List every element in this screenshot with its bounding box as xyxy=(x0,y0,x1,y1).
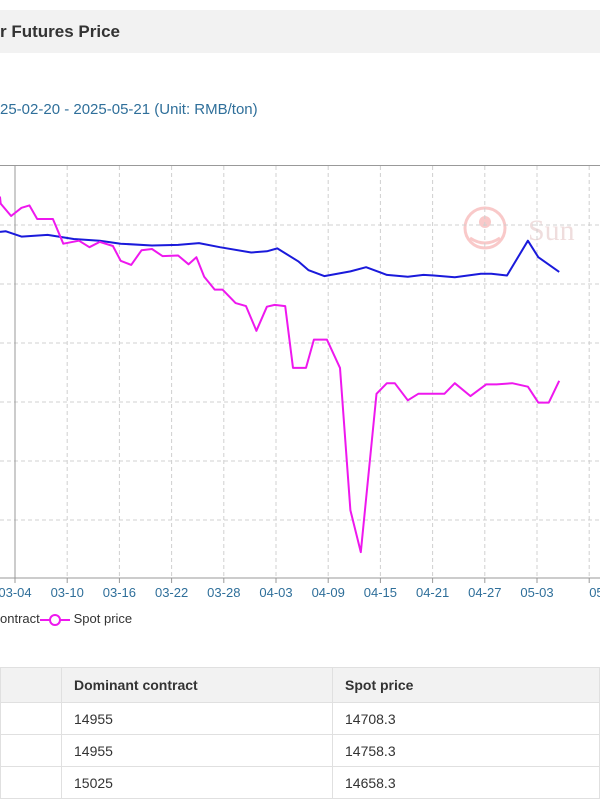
table-row: 14955 14758.3 xyxy=(0,734,600,767)
table-row: 15025 14658.3 xyxy=(0,766,600,799)
chart-subtitle: 25-02-20 - 2025-05-21 (Unit: RMB/ton) xyxy=(0,101,258,118)
table-cell-spot-value: 14658.3 xyxy=(345,774,396,791)
table-header-spot-label: Spot price xyxy=(345,677,414,693)
x-tick-label: 03-16 xyxy=(103,585,136,600)
legend-entry-dominant[interactable]: ontract xyxy=(0,611,40,626)
x-tick-label: 03-22 xyxy=(155,585,188,600)
table-cell-dominant-value: 15025 xyxy=(74,774,113,791)
grid xyxy=(0,166,600,579)
table-cell-spot-value: 14758.3 xyxy=(345,742,396,759)
table-header-spot: Spot price xyxy=(332,667,600,703)
table-cell-dominant-value: 14955 xyxy=(74,710,113,727)
x-tick-label: 04-09 xyxy=(312,585,345,600)
table-cell-dominant-value: 14955 xyxy=(74,742,113,759)
series xyxy=(0,196,561,554)
x-tick-label: 04-15 xyxy=(364,585,397,600)
watermark-logo: Sun xyxy=(463,206,575,250)
table-header-row: Dominant contract Spot price xyxy=(0,667,600,703)
table-header-dominant: Dominant contract xyxy=(61,667,333,703)
table-cell-date xyxy=(0,766,62,799)
table-row: 14955 14708.3 xyxy=(0,702,600,735)
legend-spot-marker-icon xyxy=(40,613,70,626)
table-header-dominant-label: Dominant contract xyxy=(74,677,198,693)
chart-title: r Futures Price xyxy=(0,22,120,41)
table-header-date xyxy=(0,667,62,703)
x-tick-label: 05-03 xyxy=(520,585,553,600)
x-tick-label: 04-27 xyxy=(468,585,501,600)
x-tick-label: 03-04 xyxy=(0,585,32,600)
table-cell-spot: 14758.3 xyxy=(332,734,600,767)
series-line-dominant xyxy=(0,230,560,279)
table-cell-dominant: 15025 xyxy=(61,766,333,799)
x-axis-ticks: 03-04 03-10 03-16 03-22 03-28 04-03 04-09 04-15… xyxy=(0,578,600,600)
series-line-spot xyxy=(0,196,561,554)
table-cell-spot: 14658.3 xyxy=(332,766,600,799)
legend-label-spot: Spot price xyxy=(73,611,133,626)
x-tick-label: 04-03 xyxy=(259,585,292,600)
x-tick-label: 03-10 xyxy=(51,585,84,600)
table-cell-date xyxy=(0,734,62,767)
x-tick-label: 04-21 xyxy=(416,585,449,600)
legend-label-dominant: ontract xyxy=(0,611,40,626)
table-cell-date xyxy=(0,702,62,735)
x-tick-label: 05- xyxy=(589,585,600,600)
x-tick-label: 03-28 xyxy=(207,585,240,600)
data-table: Dominant contract Spot price 14955 14708… xyxy=(0,667,600,799)
table-cell-dominant: 14955 xyxy=(61,702,333,735)
table-cell-spot: 14708.3 xyxy=(332,702,600,735)
legend-entry-spot[interactable]: Spot price xyxy=(40,611,132,627)
table-cell-dominant: 14955 xyxy=(61,734,333,767)
table-cell-spot-value: 14708.3 xyxy=(345,710,396,727)
chart-top-border xyxy=(0,165,600,166)
header-bar xyxy=(0,10,600,53)
watermark-text: Sun xyxy=(528,214,575,247)
